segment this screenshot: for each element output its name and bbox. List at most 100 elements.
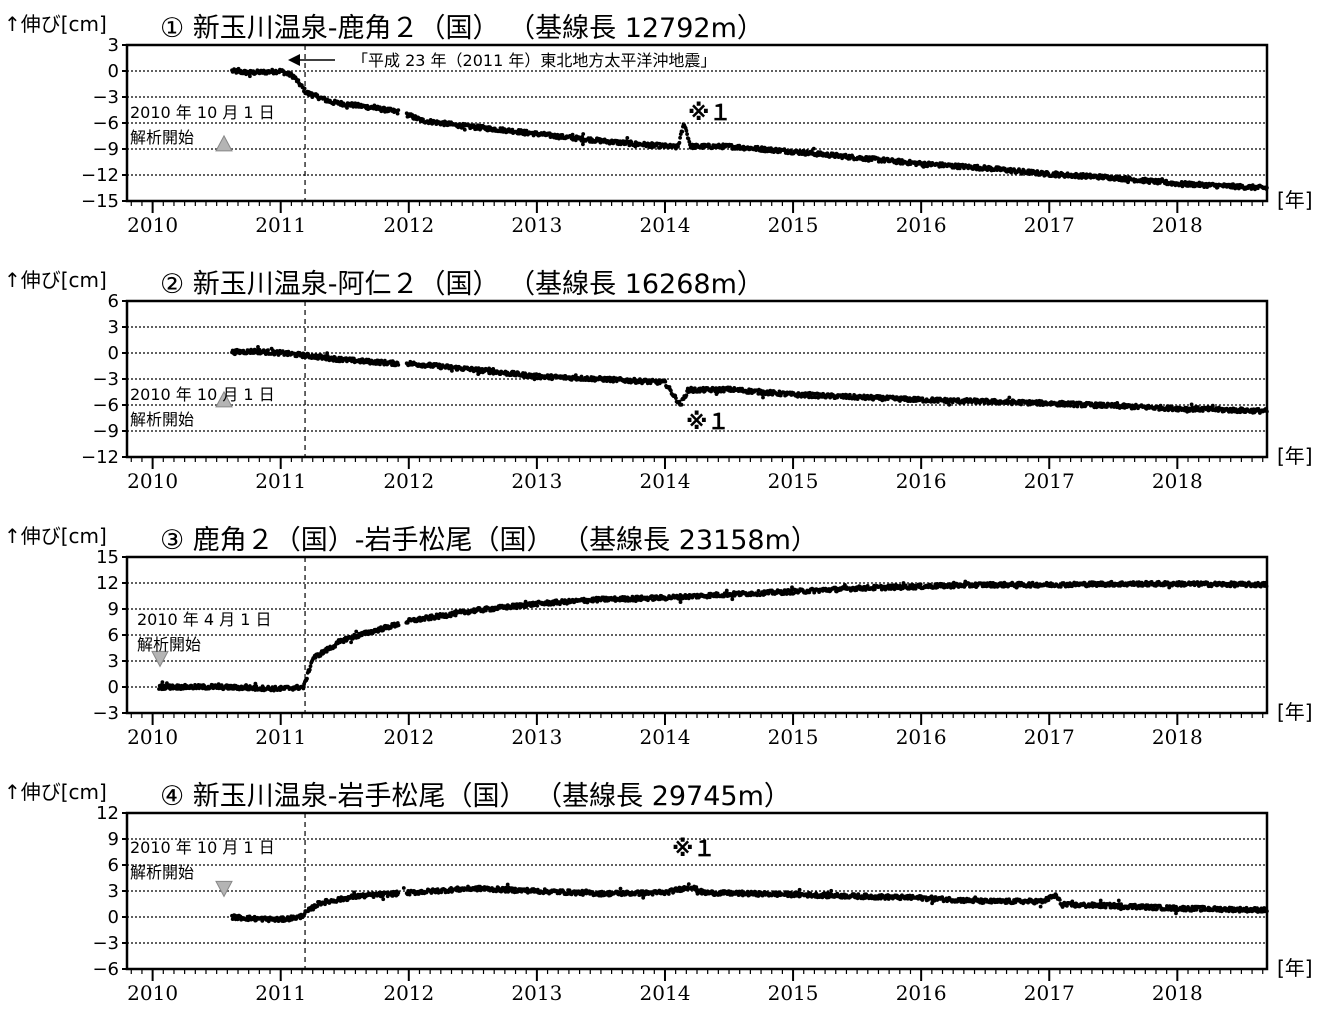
data-point (537, 372, 542, 377)
data-point (811, 146, 816, 151)
data-point (253, 681, 258, 686)
x-tick-label: 2012 (383, 213, 434, 237)
data-point (947, 402, 952, 407)
data-point (730, 597, 735, 602)
x-tick-label: 2016 (896, 213, 947, 237)
data-point (686, 136, 691, 141)
data-point (921, 165, 926, 169)
data-point (345, 106, 349, 110)
chart-title: ② 新玉川温泉-阿仁２（国） （基線長 16268m） (160, 269, 764, 300)
data-point (677, 140, 682, 145)
data-point (876, 395, 880, 400)
x-tick-label: 2011 (255, 725, 306, 749)
x-tick-label: 2010 (127, 725, 178, 749)
analysis-start-label: 解析開始 (130, 410, 194, 429)
data-point (759, 145, 764, 150)
analysis-start-date: 2010 年 10 月 1 日 (130, 103, 275, 122)
data-point (1007, 395, 1012, 400)
data-point (807, 390, 812, 395)
data-point (932, 585, 937, 590)
analysis-start-triangle (215, 134, 233, 152)
data-point (790, 585, 794, 590)
data-point (1189, 402, 1194, 407)
y-tick-label: 9 (108, 599, 119, 620)
data-point (1185, 409, 1190, 414)
data-point (714, 392, 719, 396)
data-point (396, 108, 401, 112)
data-point (951, 580, 956, 585)
x-axis-unit: [年] (1277, 700, 1313, 724)
data-point (308, 664, 313, 669)
y-axis-label: ↑伸び[cm] (4, 524, 107, 548)
data-point (685, 132, 689, 137)
data-point (160, 680, 165, 684)
data-point (1243, 410, 1248, 414)
analysis-start-label: 解析開始 (130, 128, 194, 147)
y-tick-label: −9 (92, 421, 119, 442)
x-tick-label: 2013 (511, 469, 562, 493)
data-point (591, 139, 596, 144)
data-point (570, 132, 575, 137)
data-point (720, 146, 725, 151)
y-tick-label: 12 (96, 573, 119, 594)
data-point (253, 688, 258, 692)
y-tick-label: −3 (92, 87, 119, 108)
data-point (244, 683, 249, 687)
data-point (309, 91, 314, 96)
x-tick-label: 2010 (127, 213, 178, 237)
data-point (918, 582, 923, 587)
data-point (663, 379, 668, 384)
data-point (1207, 407, 1212, 412)
chart-panel-3: ③ 鹿角２（国）-岩手松尾（国） （基線長 23158m）↑伸び[cm]1512… (4, 524, 1313, 749)
y-tick-label: 0 (108, 61, 119, 82)
data-point (1210, 403, 1215, 408)
y-tick-label: 3 (108, 35, 119, 56)
x-axis-unit: [年] (1277, 444, 1313, 468)
data-point (669, 388, 673, 393)
data-point (963, 579, 968, 584)
data-point (922, 161, 927, 166)
data-point (901, 581, 906, 585)
data-point (684, 393, 689, 398)
x-tick-label: 2011 (255, 213, 306, 237)
x-tick-label: 2018 (1152, 725, 1203, 749)
data-point (450, 369, 454, 373)
y-tick-label: −3 (92, 369, 119, 390)
y-axis-label: ↑伸び[cm] (4, 268, 107, 292)
y-tick-label: −9 (92, 139, 119, 160)
data-point (1118, 583, 1123, 588)
x-tick-label: 2015 (768, 213, 819, 237)
y-tick-label: 0 (108, 343, 119, 364)
x-tick-label: 2016 (896, 469, 947, 493)
data-point (396, 623, 401, 628)
data-point (524, 128, 529, 133)
data-point (684, 128, 689, 133)
chart-panel-1: ① 新玉川温泉-鹿角２（国） （基線長 12792m）↑伸び[cm]30−3−6… (4, 12, 1313, 237)
data-point (372, 103, 377, 108)
data-point (313, 656, 318, 660)
data-point (788, 148, 793, 153)
data-point (1058, 403, 1062, 408)
chart-panel-2: ② 新玉川温泉-阿仁２（国） （基線長 16268m）↑伸び[cm]630−3−… (4, 268, 1313, 493)
data-point (642, 377, 647, 382)
data-point (442, 123, 446, 128)
data-point (573, 373, 578, 378)
data-point (633, 599, 638, 603)
data-point (165, 681, 169, 686)
data-point (858, 156, 862, 161)
x-tick-label: 2012 (383, 469, 434, 493)
data-point (761, 395, 765, 400)
data-point (307, 667, 312, 672)
data-point (1126, 180, 1130, 185)
x-tick-label: 2010 (127, 469, 178, 493)
data-point (582, 596, 586, 601)
data-point (843, 583, 847, 587)
y-tick-label: 6 (108, 291, 119, 312)
data-point (395, 111, 400, 116)
data-point (678, 600, 683, 604)
data-point (266, 348, 270, 353)
data-point (532, 377, 537, 382)
data-point (843, 152, 848, 157)
data-point (678, 135, 682, 140)
